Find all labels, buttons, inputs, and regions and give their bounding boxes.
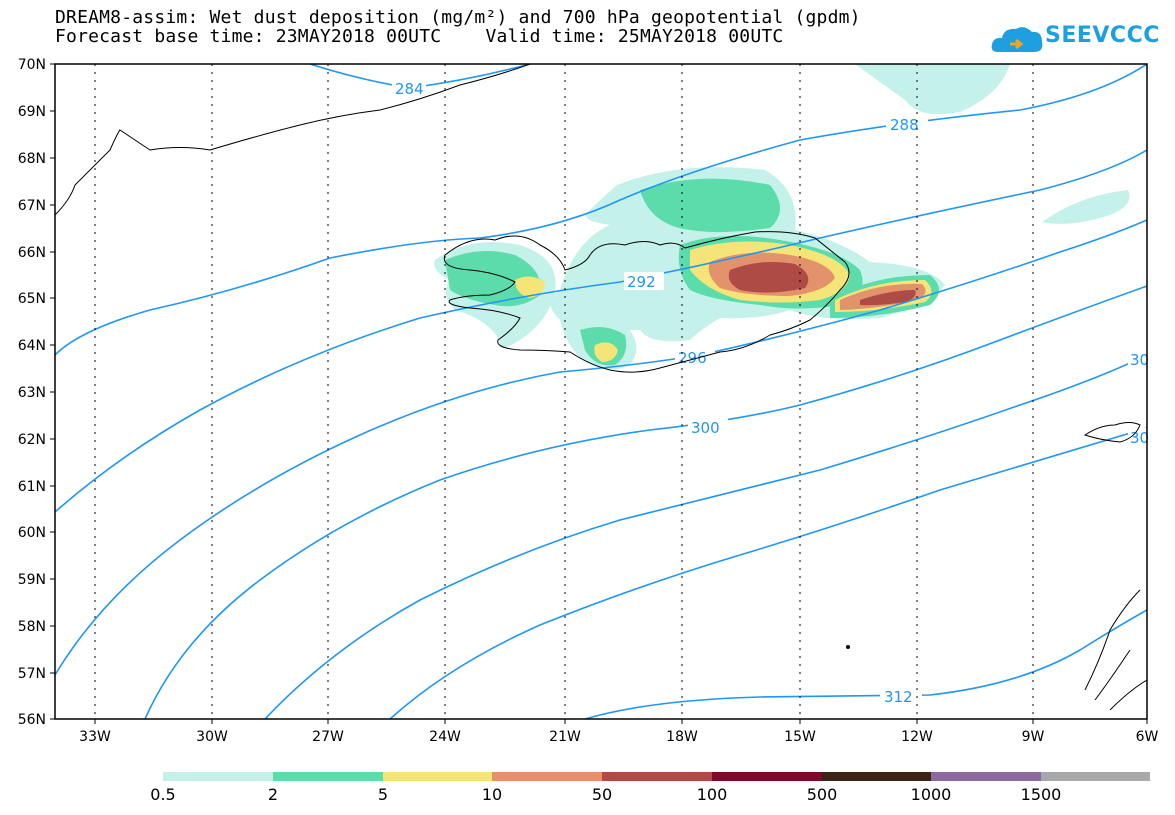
colorbar: [163, 772, 1150, 781]
coastlines: [55, 64, 1147, 711]
lat-label: 67N: [18, 198, 46, 214]
colorbar-label: 10: [481, 785, 503, 804]
lat-label: 59N: [18, 572, 46, 588]
longitude-labels: 33W 30W 27W 24W 21W 18W 15W 12W 9W 6W: [79, 729, 1158, 745]
lat-label: 61N: [18, 479, 46, 495]
contour-label-312: 312: [884, 688, 913, 706]
geopotential-contours: [55, 64, 1147, 719]
lon-label: 24W: [429, 729, 461, 745]
colorbar-swatch: [273, 772, 383, 781]
colorbar-label: 5: [377, 785, 389, 804]
contour-label-296: 296: [678, 349, 707, 367]
contour-label-30a: 30: [1130, 351, 1149, 369]
contour-label-30b: 30: [1130, 429, 1149, 447]
lat-label: 56N: [18, 712, 46, 728]
lat-label: 64N: [18, 338, 46, 354]
colorbar-swatch: [492, 772, 602, 781]
lon-label: 33W: [79, 729, 111, 745]
colorbar-label: 2: [267, 785, 279, 804]
colorbar-swatch: [712, 772, 822, 781]
lat-label: 69N: [18, 104, 46, 120]
contour-label-288: 288: [890, 116, 919, 134]
map-frame: [54, 63, 1148, 720]
lon-label: 15W: [784, 729, 816, 745]
colorbar-label: 1000: [910, 785, 952, 804]
lat-label: 60N: [18, 525, 46, 541]
contour-label-284: 284: [395, 80, 424, 98]
lon-label: 12W: [901, 729, 933, 745]
logo-text: SEEVCCC: [1045, 23, 1160, 48]
lat-label: 62N: [18, 432, 46, 448]
lon-label: 21W: [549, 729, 581, 745]
colorbar-label: 1500: [1020, 785, 1062, 804]
lon-label: 27W: [312, 729, 344, 745]
lat-label: 70N: [18, 57, 46, 73]
lon-label: 30W: [196, 729, 228, 745]
lon-label: 9W: [1022, 729, 1045, 745]
lon-label: 6W: [1136, 729, 1159, 745]
cloud-icon: [991, 27, 1043, 52]
map-subtitle: Forecast base time: 23MAY2018 00UTC Vali…: [55, 26, 784, 47]
contour-labels: 284 288 292 296 300 30 30 312: [392, 79, 1149, 706]
lat-label: 63N: [18, 385, 46, 401]
colorbar-swatch: [383, 772, 492, 781]
lat-label: 66N: [18, 245, 46, 261]
colorbar-label: 0.5: [150, 785, 176, 804]
lat-label: 57N: [18, 666, 46, 682]
colorbar-swatch: [822, 772, 931, 781]
lat-label: 58N: [18, 619, 46, 635]
colorbar-label: 50: [591, 785, 613, 804]
colorbar-swatch: [931, 772, 1041, 781]
colorbar-swatch: [1041, 772, 1150, 781]
colorbar-swatch: [602, 772, 712, 781]
graticule: [94, 64, 1034, 719]
contour-label-292: 292: [627, 273, 656, 291]
lat-label: 65N: [18, 291, 46, 307]
map-title: DREAM8-assim: Wet dust deposition (mg/m²…: [55, 7, 861, 28]
colorbar-swatch: [163, 772, 273, 781]
latitude-labels: 70N 69N 68N 67N 66N 65N 64N 63N 62N 61N …: [18, 57, 46, 728]
contour-label-300: 300: [691, 419, 720, 437]
axis-ticks: [50, 63, 1148, 724]
lon-label: 18W: [666, 729, 698, 745]
colorbar-label: 100: [696, 785, 728, 804]
colorbar-label: 500: [806, 785, 838, 804]
lat-label: 68N: [18, 151, 46, 167]
